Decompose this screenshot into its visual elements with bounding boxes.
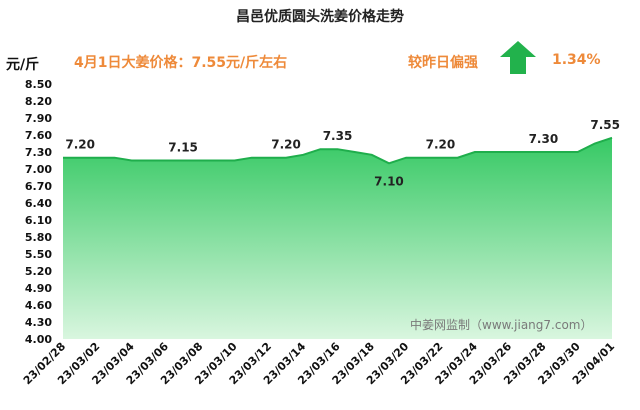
y-axis-unit-label: 元/斤 (6, 57, 40, 73)
data-label: 7.15 (168, 141, 198, 155)
data-label: 7.35 (323, 129, 353, 143)
data-label: 7.20 (65, 138, 95, 152)
y-tick-label: 4.00 (25, 333, 52, 346)
y-tick-label: 4.30 (25, 316, 52, 329)
y-tick-label: 5.20 (25, 265, 52, 278)
data-label: 7.20 (426, 138, 456, 152)
y-tick-label: 7.90 (25, 112, 52, 125)
price-series-line (63, 136, 613, 165)
price-area-fill (63, 137, 612, 339)
data-label: 7.20 (271, 138, 301, 152)
y-tick-label: 5.80 (25, 231, 52, 244)
watermark: 中姜网监制（www.jiang7.com） (410, 318, 593, 332)
y-tick-label: 7.00 (25, 163, 52, 176)
chart-title: 昌邑优质圆头洗姜价格走势 (236, 9, 404, 25)
y-tick-label: 6.40 (25, 197, 52, 210)
compare-value: 1.34% (552, 52, 601, 68)
data-label: 7.55 (590, 118, 620, 132)
up-arrow-icon (500, 41, 536, 74)
date-price-annotation: 4月1日大姜价格：7.55元/斤左右 (74, 55, 288, 71)
y-tick-label: 4.60 (25, 299, 52, 312)
data-label: 7.30 (529, 132, 559, 146)
y-tick-label: 6.70 (25, 180, 52, 193)
y-tick-label: 7.60 (25, 129, 52, 142)
data-label: 7.10 (374, 174, 404, 188)
y-tick-label: 8.20 (25, 95, 52, 108)
y-tick-label: 6.10 (25, 214, 52, 227)
y-tick-label: 7.30 (25, 146, 52, 159)
y-tick-label: 8.50 (25, 78, 52, 91)
compare-label: 较昨日偏强 (408, 55, 478, 71)
y-tick-label: 4.90 (25, 282, 52, 295)
y-tick-label: 5.50 (25, 248, 52, 261)
